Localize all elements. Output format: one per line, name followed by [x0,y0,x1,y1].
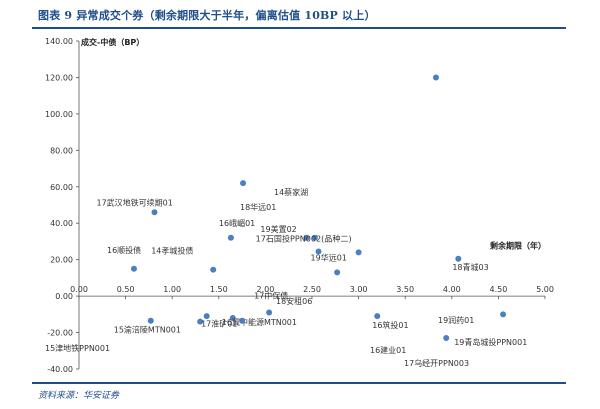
point-label: 18安租06 [276,296,312,306]
x-tick-label: 2.00 [256,285,274,294]
x-tick-label: 2.50 [303,285,321,294]
data-point [151,209,158,216]
source-rule [32,382,566,384]
point-label: 17石国投PPN002(品种二) [256,233,352,243]
figure-title: 图表 9 异常成交个券（剩余期限大于半年，偏离估值 10BP 以上） [38,9,376,22]
point-label: 16顺投债 [107,245,141,255]
point-label: 16冀中能源MTN001 [222,317,297,327]
data-point [197,318,204,325]
point-label: 16筑投01 [372,320,408,330]
data-point [147,317,154,324]
y-tick-label: 40.00 [50,219,73,228]
y-tick-label: 80.00 [50,146,73,155]
data-point [311,234,318,241]
point-label: 17淮矿01 [201,319,237,329]
data-point [500,311,507,318]
y-tick-label: -40.00 [47,365,73,374]
y-axis-title: 成交-中债（BP） [81,37,144,47]
point-label: 19润药01 [438,315,474,325]
x-tick-label: 5.00 [536,285,554,294]
x-tick-label: 3.00 [350,285,368,294]
y-tick-label: -20.00 [47,329,73,338]
data-point [203,313,210,320]
x-tick-label: 0.50 [117,285,135,294]
title-rule [32,27,566,29]
data-point [455,255,462,262]
point-label: 14蔡家湖 [274,187,308,197]
point-label: 16峨嵋01 [219,218,255,228]
y-tick-label: 0.00 [55,292,73,301]
point-label: 15渝涪陵MTN001 [114,325,181,335]
x-tick-label: 4.00 [443,285,461,294]
data-point [374,313,381,320]
figure-source: 资料来源：华安证券 [38,391,120,401]
data-point [239,317,246,324]
data-point [303,234,310,241]
y-tick-label: 20.00 [50,256,73,265]
x-tick-label: 4.50 [489,285,507,294]
data-point [227,234,234,241]
data-point [355,249,362,256]
point-label: 18华远01 [240,202,276,212]
point-label: 14孝城投债 [151,246,193,256]
data-point [432,74,439,81]
data-point [443,335,450,342]
y-tick-label: 120.00 [45,73,73,82]
x-axis-title: 剩余期限（年） [490,241,546,251]
point-label: 19美置02 [260,224,296,234]
point-label: 18青城03 [452,262,488,272]
data-point [240,180,247,187]
data-point [130,265,137,272]
data-point [334,269,341,276]
point-label: 17乌经开PPN003 [404,358,469,368]
y-tick-label: 140.00 [45,37,73,46]
data-point [229,314,236,321]
x-tick-label: 3.50 [396,285,414,294]
point-label: 17武汉地铁可续期01 [96,197,172,207]
data-point [315,248,322,255]
point-label: 19青岛城投PPN001 [454,337,527,347]
point-label: 16建业01 [370,345,406,355]
data-point [210,266,217,273]
point-label: 19华远01 [311,252,347,262]
x-tick-label: 1.00 [163,285,181,294]
data-point [266,309,273,316]
y-tick-label: 60.00 [50,183,73,192]
y-tick-label: 100.00 [45,110,73,119]
x-tick-label: 1.50 [210,285,228,294]
point-label: 17中保债 [254,291,288,301]
x-tick-label: 0.00 [70,285,88,294]
point-label: 15津地铁PPN001 [45,343,110,353]
